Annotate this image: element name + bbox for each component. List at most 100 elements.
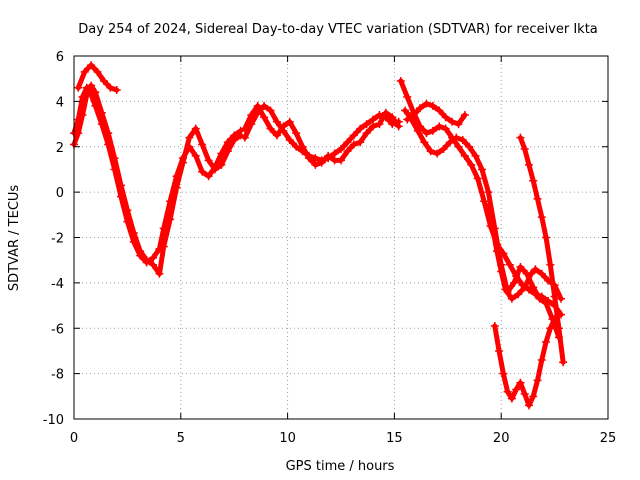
series-track-c	[74, 61, 121, 95]
data-point	[97, 108, 106, 117]
data-point	[439, 145, 448, 154]
data-point	[516, 133, 525, 142]
data-point	[428, 126, 437, 135]
data-point	[531, 265, 540, 274]
data-point	[349, 140, 358, 149]
y-tick-label: -6	[51, 322, 64, 337]
data-point	[210, 165, 219, 174]
data-point	[285, 117, 294, 126]
data-point	[435, 122, 444, 131]
data-point	[499, 369, 508, 378]
data-point	[136, 247, 145, 256]
data-point	[454, 120, 463, 129]
x-tick-label: 5	[177, 431, 185, 446]
data-point	[129, 228, 138, 237]
data-point	[279, 122, 288, 131]
data-point	[343, 147, 352, 156]
data-point	[527, 269, 536, 278]
data-point	[369, 115, 378, 124]
grid	[74, 56, 608, 419]
data-point	[155, 269, 164, 278]
series-track-k	[516, 133, 568, 367]
data-point	[460, 151, 469, 160]
data-point	[520, 390, 529, 399]
data-point	[514, 290, 523, 299]
x-tick-label: 20	[493, 431, 510, 446]
data-point	[529, 283, 538, 292]
data-point	[409, 110, 418, 119]
data-point	[537, 213, 546, 222]
data-point	[471, 151, 480, 160]
data-point	[317, 158, 326, 167]
data-point	[240, 124, 249, 133]
data-point	[510, 278, 519, 287]
data-point	[413, 126, 422, 135]
data-point	[422, 129, 431, 138]
data-point	[337, 156, 345, 165]
data-point	[520, 145, 529, 154]
data-point	[554, 324, 563, 333]
data-point	[403, 115, 412, 124]
data-point	[356, 124, 365, 133]
data-point	[529, 176, 538, 185]
data-point	[266, 124, 275, 133]
data-point	[516, 378, 525, 387]
data-point	[112, 86, 121, 95]
data-point	[401, 106, 410, 115]
data-point	[343, 138, 352, 147]
x-tick-label: 10	[279, 431, 296, 446]
data-point	[204, 156, 213, 165]
data-point	[473, 174, 482, 183]
x-axis-label: GPS time / hours	[286, 459, 395, 474]
series-track-h	[403, 99, 469, 129]
data-point	[230, 135, 239, 144]
data-point	[172, 183, 181, 192]
data-point	[484, 188, 493, 197]
y-tick-label: -8	[51, 368, 64, 383]
data-point	[159, 242, 168, 251]
data-point	[362, 120, 371, 129]
data-point	[116, 181, 125, 190]
data-point	[520, 283, 529, 292]
data-point	[272, 131, 281, 140]
data-point	[285, 135, 294, 144]
data-point	[533, 376, 542, 385]
data-point	[480, 197, 489, 206]
x-tick-label: 15	[386, 431, 403, 446]
data-point	[458, 135, 467, 144]
data-point	[80, 67, 89, 76]
x-tick-label: 0	[70, 431, 78, 446]
series-track-d	[240, 101, 403, 165]
data-point	[516, 262, 525, 271]
data-point	[178, 158, 187, 167]
series-line	[71, 85, 244, 265]
data-point	[253, 101, 262, 110]
data-point	[452, 133, 461, 142]
data-point	[99, 76, 108, 85]
data-point	[505, 260, 514, 269]
data-point	[507, 394, 516, 403]
x-tick-label: 25	[600, 431, 617, 446]
data-point	[166, 215, 175, 224]
data-point	[362, 129, 371, 138]
data-point	[495, 346, 504, 355]
data-point	[394, 122, 403, 131]
y-tick-label: 4	[56, 95, 64, 110]
data-point	[74, 83, 83, 92]
data-point	[433, 149, 442, 158]
data-point	[74, 129, 83, 138]
y-tick-label: -2	[51, 232, 64, 247]
data-point	[87, 81, 96, 90]
axis-ticks: 0 5 10 15 20 25 -10 -8 -6 -4 -2 0 2 4 6	[43, 50, 617, 446]
y-tick-label: -10	[43, 413, 64, 428]
data-point	[533, 194, 542, 203]
data-point	[503, 387, 512, 396]
data-point	[106, 83, 115, 92]
data-point	[82, 90, 91, 99]
data-point	[535, 294, 544, 303]
data-point	[542, 337, 551, 346]
data-point	[546, 260, 555, 269]
data-point	[550, 292, 559, 301]
data-point	[185, 133, 194, 142]
series-line	[404, 101, 468, 127]
